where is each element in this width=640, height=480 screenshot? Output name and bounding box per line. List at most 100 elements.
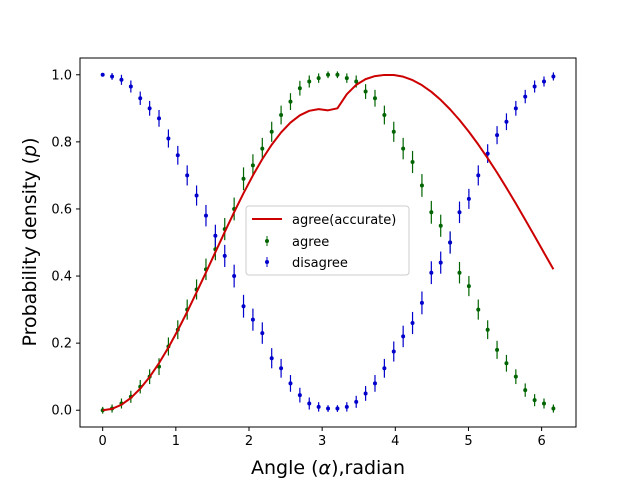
data-point <box>391 129 396 134</box>
data-point <box>523 388 528 393</box>
plot-area <box>100 71 556 414</box>
data-point <box>100 72 105 77</box>
x-tick-label: 1 <box>172 434 180 449</box>
data-point <box>542 79 547 84</box>
data-point <box>269 129 274 134</box>
data-point <box>466 196 471 201</box>
data-point <box>448 240 453 245</box>
data-point <box>485 151 490 156</box>
y-tick-label: 0.6 <box>51 202 72 217</box>
y-tick-label: 0.4 <box>51 270 72 285</box>
x-tick-label: 4 <box>391 434 399 449</box>
legend-label-agree-accurate: agree(accurate) <box>292 213 396 228</box>
data-point <box>288 99 293 104</box>
data-point <box>372 381 377 386</box>
data-point <box>513 106 518 111</box>
data-point <box>335 406 340 411</box>
legend-label-disagree: disagree <box>292 256 348 271</box>
data-point <box>194 193 199 198</box>
data-point <box>213 233 218 238</box>
data-point <box>307 79 312 84</box>
data-point <box>429 270 434 275</box>
data-point <box>166 136 171 141</box>
data-point <box>504 119 509 124</box>
data-point <box>354 79 359 84</box>
data-point <box>495 133 500 138</box>
x-axis-label: Angle (α),radian <box>251 457 405 479</box>
y-tick-label: 0.8 <box>51 135 72 150</box>
data-point <box>419 183 424 188</box>
data-point <box>532 84 537 89</box>
legend-box <box>245 205 410 276</box>
data-point <box>241 176 246 181</box>
data-point <box>335 72 340 77</box>
y-tick-label: 1.0 <box>51 68 72 83</box>
data-point <box>110 74 115 79</box>
data-point <box>316 76 321 81</box>
data-point <box>147 106 152 111</box>
series-disagree <box>100 72 556 412</box>
data-point <box>410 321 415 326</box>
x-tick-label: 0 <box>99 434 107 449</box>
data-point <box>363 89 368 94</box>
legend: agree(accurate) agree disagree <box>245 205 410 276</box>
data-point <box>476 307 481 312</box>
data-point <box>401 146 406 151</box>
data-point <box>316 404 321 409</box>
x-tick-label: 6 <box>537 434 545 449</box>
data-point <box>551 74 556 79</box>
data-point <box>438 260 443 265</box>
data-point <box>279 366 284 371</box>
data-point <box>241 304 246 309</box>
data-point <box>523 94 528 99</box>
data-point <box>485 327 490 332</box>
data-point <box>382 366 387 371</box>
data-point <box>297 393 302 398</box>
data-point <box>222 253 227 258</box>
y-tick-label: 0.0 <box>51 404 72 419</box>
data-point <box>354 399 359 404</box>
data-point <box>513 374 518 379</box>
y-tick-label: 0.2 <box>51 337 72 352</box>
data-point <box>175 153 180 158</box>
data-point <box>476 173 481 178</box>
data-point <box>401 334 406 339</box>
data-point <box>372 96 377 101</box>
axes-frame <box>79 57 577 428</box>
data-point <box>382 113 387 118</box>
data-point <box>457 210 462 215</box>
data-point <box>128 84 133 89</box>
y-axis: 0.0 0.2 0.4 0.6 0.8 1.0 <box>51 68 80 419</box>
data-point <box>269 356 274 361</box>
data-point <box>410 159 415 164</box>
data-point <box>279 113 284 118</box>
data-point <box>344 404 349 409</box>
data-point <box>504 361 509 366</box>
data-point <box>250 163 255 168</box>
data-point <box>495 347 500 352</box>
data-point <box>260 331 265 336</box>
x-tick-label: 3 <box>318 434 326 449</box>
data-point <box>391 349 396 354</box>
data-point <box>203 213 208 218</box>
data-point <box>138 96 143 101</box>
data-point <box>157 116 162 121</box>
data-point <box>466 284 471 289</box>
data-point <box>260 146 265 151</box>
data-point <box>250 317 255 322</box>
data-point <box>551 406 556 411</box>
data-point <box>185 173 190 178</box>
data-point <box>288 381 293 386</box>
data-point <box>419 300 424 305</box>
data-point <box>297 86 302 91</box>
x-axis: 0 1 2 3 4 5 6 <box>99 427 546 449</box>
data-point <box>542 401 547 406</box>
data-point <box>438 223 443 228</box>
x-tick-label: 5 <box>464 434 472 449</box>
series-agree <box>100 71 556 414</box>
data-point <box>326 406 331 411</box>
data-point <box>307 401 312 406</box>
legend-marker-agree <box>265 239 269 243</box>
y-axis-label: Probability density (p) <box>19 137 41 346</box>
